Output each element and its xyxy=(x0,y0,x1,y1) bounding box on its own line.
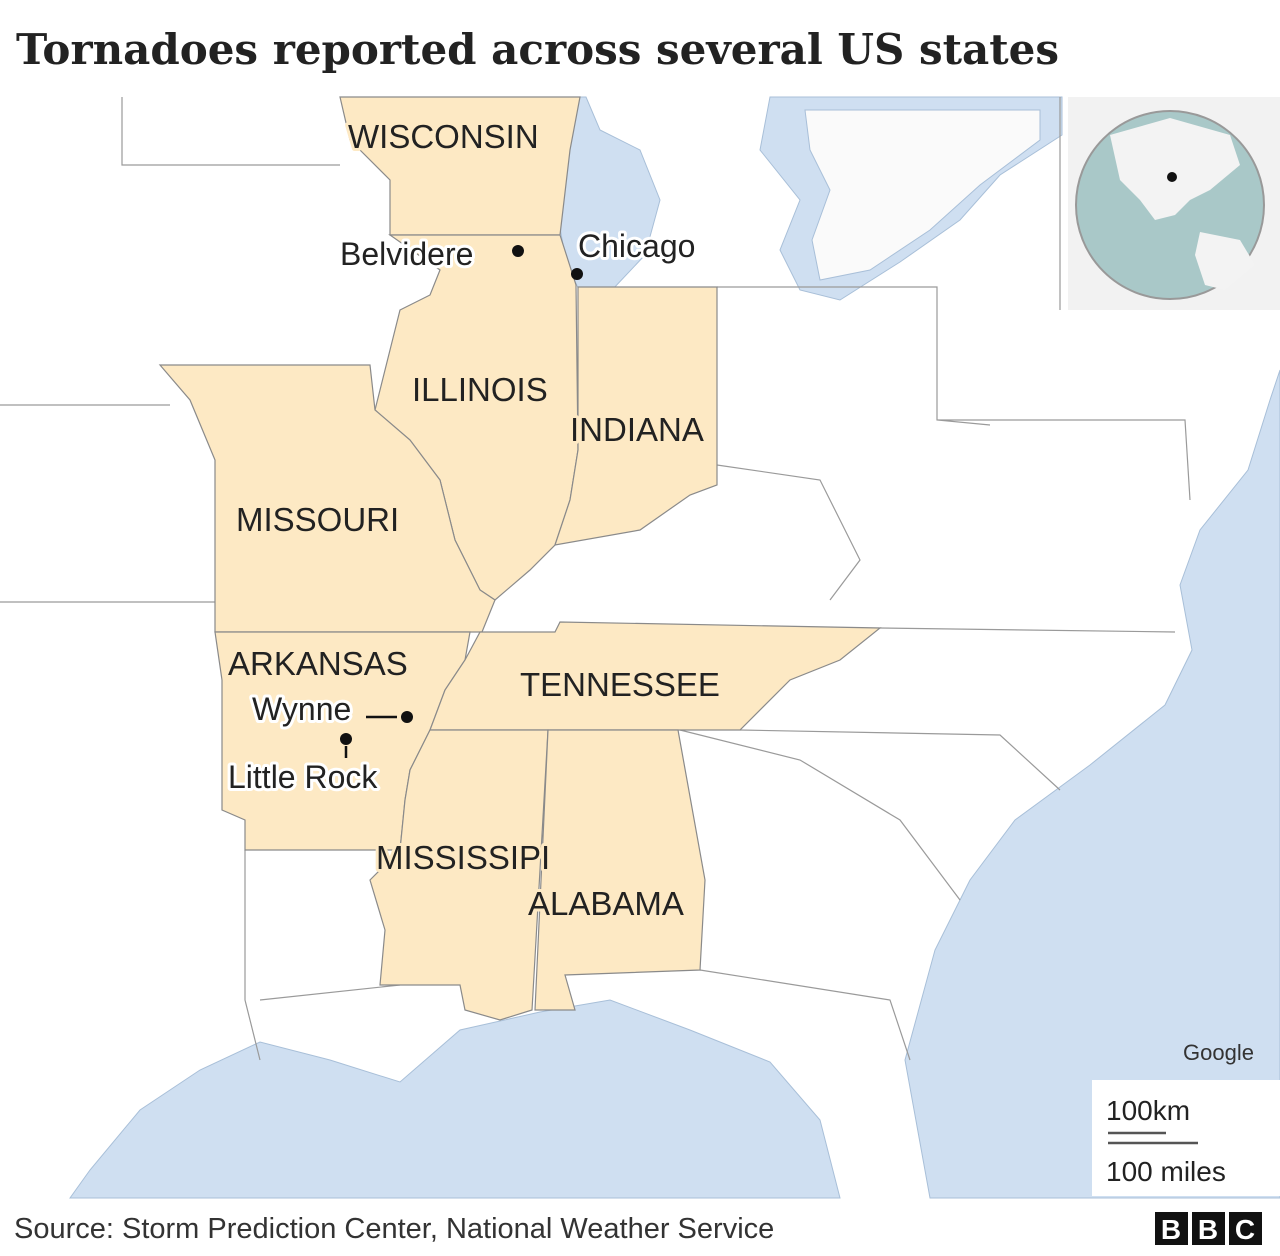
canada-land xyxy=(804,109,1041,281)
scale-miles: 100 miles xyxy=(1106,1156,1226,1187)
city-label: Belvidere xyxy=(340,236,473,272)
city-label: Little Rock xyxy=(228,759,378,795)
state-label: MISSISSIPI xyxy=(376,839,550,876)
state-borders xyxy=(0,97,1191,1061)
bbc-logo: B B C xyxy=(1155,1212,1262,1245)
state-label: ALABAMA xyxy=(528,885,684,922)
state-mississippi xyxy=(369,729,549,1021)
city-dot xyxy=(571,268,583,280)
city-label: Wynne xyxy=(252,691,351,727)
state-alabama xyxy=(534,729,706,1011)
state-missouri xyxy=(158,364,496,633)
logo-block xyxy=(1155,1212,1188,1245)
scale-box xyxy=(1092,1080,1280,1196)
logo-block xyxy=(1192,1212,1225,1245)
globe-dot xyxy=(1167,172,1177,182)
state-indiana xyxy=(554,286,718,546)
state-label: ILLINOIS xyxy=(412,371,548,408)
gulf-of-mexico xyxy=(69,999,841,1199)
state-label: ARKANSAS xyxy=(228,645,408,682)
logo-letter: B xyxy=(1198,1214,1218,1245)
atlantic-ocean xyxy=(904,369,1280,1199)
source: Source: Storm Prediction Center, Nationa… xyxy=(14,1213,774,1245)
state-label: TENNESSEE xyxy=(520,666,720,703)
attribution: Google xyxy=(1183,1040,1254,1065)
state-tennessee xyxy=(429,621,882,731)
title: Tornadoes reported across several US sta… xyxy=(16,25,1059,74)
globe-land xyxy=(1110,118,1255,290)
map: WISCONSIN ILLINOIS INDIANA MISSOURI ARKA… xyxy=(0,96,1280,1199)
logo-letter: C xyxy=(1235,1214,1255,1245)
state-label: WISCONSIN xyxy=(348,118,539,155)
city-dot xyxy=(340,733,352,745)
city-label: Chicago xyxy=(578,228,695,264)
logo-letter: B xyxy=(1161,1214,1181,1245)
city-dot xyxy=(401,711,413,723)
scale-km: 100km xyxy=(1106,1095,1190,1126)
state-label: INDIANA xyxy=(570,411,704,448)
state-label: MISSOURI xyxy=(236,501,399,538)
city-dot xyxy=(512,245,524,257)
logo-block xyxy=(1229,1212,1262,1245)
